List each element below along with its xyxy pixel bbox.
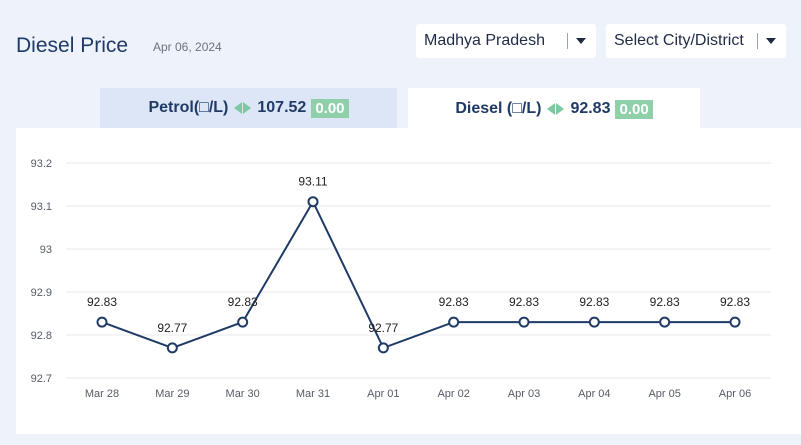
x-tick-label: Apr 04 [578,388,610,400]
tab-petrol-change-badge: 0.00 [311,98,349,118]
x-tick-label: Mar 31 [296,388,330,400]
y-tick-label: 93 [40,244,52,256]
x-tick-label: Apr 03 [508,388,540,400]
data-point [518,316,530,328]
tab-diesel-change-badge: 0.00 [615,99,653,119]
data-point [729,316,741,328]
tab-diesel-label: Diesel (□/L) [455,100,542,117]
tab-diesel[interactable]: Diesel (□/L) 92.83 0.00 [408,88,700,130]
data-point [96,316,108,328]
chevron-down-icon [766,38,776,44]
page-title: Diesel Price [16,34,129,57]
data-label: 92.83 [650,295,680,309]
data-point [237,316,249,328]
y-tick-label: 93.1 [31,201,52,213]
tab-petrol-price: 107.52 [257,99,307,116]
y-tick-label: 93.2 [31,158,52,170]
state-select[interactable]: Madhya Pradesh [416,24,596,58]
data-label: 92.83 [509,295,539,309]
data-label: 92.83 [579,295,609,309]
data-label: 93.11 [298,175,327,189]
data-label: 92.83 [228,295,258,309]
price-change-arrows-icon [547,103,565,115]
select-divider [567,33,568,49]
x-tick-label: Mar 30 [226,388,260,400]
x-tick-label: Apr 02 [437,388,469,400]
tab-petrol[interactable]: Petrol(□/L) 107.52 0.00 [100,88,397,128]
data-point [377,342,389,354]
data-label: 92.83 [87,295,117,309]
x-tick-label: Apr 06 [719,388,751,400]
data-label: 92.77 [157,321,187,335]
data-point [166,342,178,354]
tab-diesel-price: 92.83 [570,100,611,117]
chart-panel: 93.2 93.1 93 92.9 92.8 92.7 Mar 28 Mar 29 Mar 30… [16,128,801,434]
x-tick-label: Apr 05 [648,388,680,400]
data-point [659,316,671,328]
city-select-value: Select City/District [614,32,744,49]
diesel-price-line-chart: 93.2 93.1 93 92.9 92.8 92.7 Mar 28 Mar 29 Mar 30… [31,158,771,400]
data-point [307,196,319,208]
y-tick-label: 92.8 [31,330,52,342]
data-label: 92.83 [439,295,469,309]
x-tick-label: Mar 28 [85,388,119,400]
y-tick-label: 92.7 [31,373,52,385]
x-tick-label: Mar 29 [155,388,189,400]
city-select[interactable]: Select City/District [606,24,786,58]
chevron-down-icon [576,38,586,44]
state-select-value: Madhya Pradesh [424,32,545,49]
diesel-price-series-line [101,199,735,350]
price-date: Apr 06, 2024 [153,40,222,54]
price-change-arrows-icon [234,102,252,114]
data-point [588,316,600,328]
data-point [448,316,460,328]
data-label: 92.77 [368,321,398,335]
x-tick-label: Apr 01 [367,388,399,400]
data-label: 92.83 [720,295,750,309]
select-divider [757,33,758,49]
tab-petrol-label: Petrol(□/L) [148,99,229,116]
y-tick-label: 92.9 [31,287,52,299]
